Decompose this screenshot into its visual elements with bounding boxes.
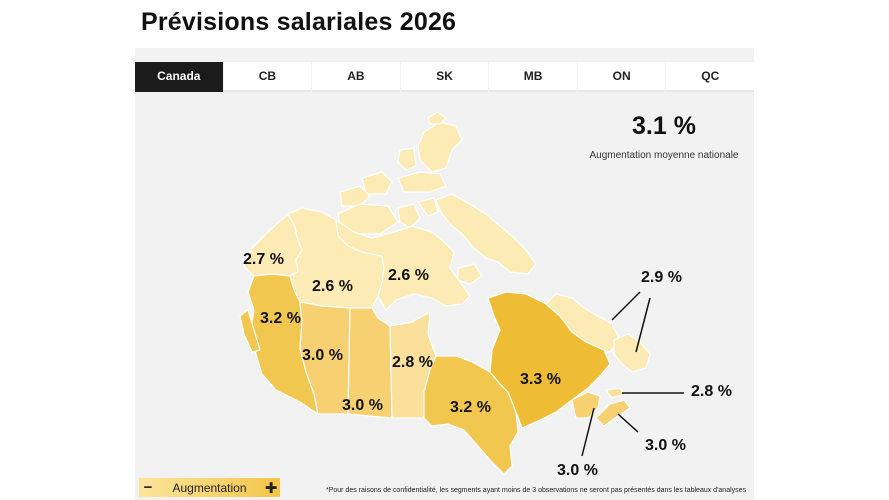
- label-british-columbia: 3.2 %: [260, 310, 301, 327]
- plus-icon: ✚: [264, 479, 278, 497]
- label-nova-scotia: 3.0 %: [645, 437, 686, 454]
- national-average-label: Augmentation moyenne nationale: [589, 150, 739, 161]
- label-newfoundland-labrador: 2.9 %: [641, 269, 682, 286]
- region-newfoundland: [613, 333, 651, 373]
- leader-line-nb: [581, 407, 595, 457]
- arctic-island-southampton: [457, 263, 483, 285]
- arctic-island-west-2: [339, 185, 371, 207]
- tab-qc[interactable]: QC: [666, 62, 755, 92]
- region-prince-edward-island: [605, 387, 625, 399]
- island-vancouver: [239, 309, 261, 353]
- tab-on[interactable]: ON: [577, 62, 666, 92]
- arctic-island-somerset: [417, 197, 439, 217]
- arctic-island-axel: [397, 147, 417, 171]
- label-yukon: 2.7 %: [243, 251, 284, 268]
- region-ontario: [423, 355, 519, 475]
- arctic-island-devon: [397, 171, 447, 193]
- arctic-island-west-1: [361, 171, 393, 195]
- minus-icon: −: [143, 479, 153, 496]
- leader-line-nl-labrador: [611, 291, 641, 321]
- arctic-island-baffin: [435, 193, 537, 275]
- national-average-value: 3.1 %: [632, 112, 696, 140]
- leader-line-ns: [617, 413, 639, 433]
- tab-ab[interactable]: AB: [312, 62, 400, 92]
- arctic-island-ellesmere: [417, 121, 463, 173]
- label-nunavut: 2.6 %: [388, 267, 429, 284]
- label-prince-edward-island: 2.8 %: [691, 383, 732, 400]
- label-northwest-territories: 2.6 %: [312, 278, 353, 295]
- label-quebec: 3.3 %: [520, 371, 561, 388]
- tab-cb[interactable]: CB: [223, 62, 312, 92]
- arctic-island-prince-of-wales: [397, 203, 421, 229]
- label-saskatchewan: 3.0 %: [342, 397, 383, 414]
- label-ontario: 3.2 %: [450, 399, 491, 416]
- label-alberta: 3.0 %: [302, 347, 343, 364]
- legend-label: Augmentation: [172, 480, 247, 495]
- region-nunavut: [335, 219, 471, 311]
- tab-canada[interactable]: Canada: [135, 62, 223, 92]
- tab-mb[interactable]: MB: [489, 62, 577, 92]
- label-manitoba: 2.8 %: [392, 354, 433, 371]
- label-new-brunswick: 3.0 %: [557, 462, 598, 479]
- region-nova-scotia: [595, 399, 631, 427]
- region-tabs: Canada CB AB SK MB ON QC: [135, 62, 755, 92]
- region-alberta: [299, 301, 351, 415]
- tab-sk[interactable]: SK: [400, 62, 489, 92]
- leader-line-nl-island: [635, 297, 651, 353]
- page-title: Prévisions salariales 2026: [141, 8, 457, 36]
- footnote: *Pour des raisons de confidentialité, le…: [326, 487, 747, 494]
- color-legend: − Augmentation ✚: [139, 478, 280, 497]
- arctic-island-ellesmere-north: [427, 111, 447, 125]
